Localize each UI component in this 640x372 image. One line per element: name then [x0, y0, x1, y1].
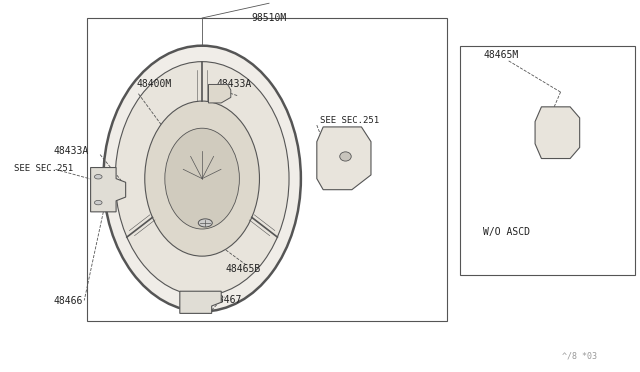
Text: 48466: 48466 [54, 296, 83, 306]
Polygon shape [91, 167, 125, 212]
Ellipse shape [95, 201, 102, 205]
Text: 48467: 48467 [213, 295, 243, 305]
Text: 48465B: 48465B [226, 264, 261, 274]
Text: 48465M: 48465M [484, 50, 519, 60]
Text: W/O ASCD: W/O ASCD [483, 227, 530, 237]
Text: SEE SEC.251: SEE SEC.251 [14, 164, 73, 173]
Text: SEE SEC.251: SEE SEC.251 [320, 116, 379, 125]
Ellipse shape [340, 152, 351, 161]
Polygon shape [317, 127, 371, 190]
Ellipse shape [103, 46, 301, 311]
Polygon shape [535, 107, 580, 158]
Text: 48400M: 48400M [137, 80, 172, 89]
Bar [88, 18, 447, 321]
Text: ^/8 *03: ^/8 *03 [562, 351, 597, 360]
Text: 48433A: 48433A [54, 146, 89, 156]
Text: 98510M: 98510M [252, 13, 287, 23]
Ellipse shape [165, 128, 239, 229]
Ellipse shape [198, 219, 212, 227]
Bar [460, 46, 636, 275]
Polygon shape [180, 291, 221, 313]
Ellipse shape [95, 174, 102, 179]
Text: 48433A: 48433A [216, 80, 252, 89]
Ellipse shape [115, 62, 289, 296]
Ellipse shape [145, 101, 259, 256]
Polygon shape [209, 84, 231, 103]
